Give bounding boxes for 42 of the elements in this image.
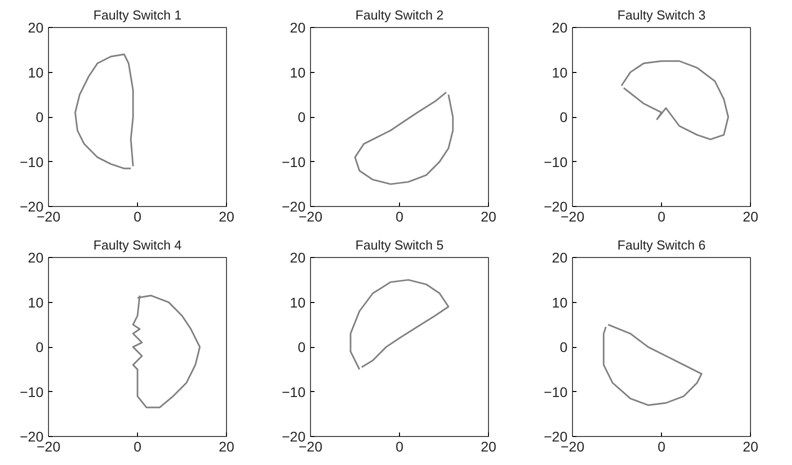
x-tick-label: 0: [134, 208, 142, 224]
x-tick-label: 20: [480, 208, 496, 224]
y-tick-label: −10: [544, 154, 568, 170]
y-tick-label: 20: [290, 250, 306, 266]
y-tick-label: 0: [36, 339, 44, 355]
y-tick-label: 20: [290, 20, 306, 36]
y-tick-label: −10: [20, 384, 44, 400]
y-tick-label: 20: [552, 250, 568, 266]
y-tick-label: 10: [290, 64, 306, 80]
chart-title: Faulty Switch 2: [355, 8, 444, 22]
y-tick-label: 20: [552, 20, 568, 36]
x-tick-label: 20: [218, 438, 234, 454]
y-tick-label: −10: [282, 384, 306, 400]
x-tick-label: 20: [742, 438, 758, 454]
y-tick-label: 10: [552, 64, 568, 80]
chart-title: Faulty Switch 5: [355, 238, 444, 252]
x-tick-label: 20: [218, 208, 234, 224]
y-tick-label: −10: [544, 384, 568, 400]
x-tick-label: 0: [658, 438, 666, 454]
y-tick-label: 10: [290, 294, 306, 310]
y-tick-label: 10: [28, 64, 44, 80]
x-tick-label: 0: [134, 438, 142, 454]
chart-title: Faulty Switch 6: [617, 238, 706, 252]
x-tick-label: 0: [396, 438, 404, 454]
y-tick-label: 10: [552, 294, 568, 310]
y-tick-label: 20: [28, 20, 44, 36]
x-tick-label: 20: [480, 438, 496, 454]
x-tick-label: 0: [658, 208, 666, 224]
y-tick-label: 20: [28, 250, 44, 266]
y-tick-label: −10: [20, 154, 44, 170]
x-tick-label: 20: [742, 208, 758, 224]
y-tick-label: 0: [560, 339, 568, 355]
y-tick-label: 0: [560, 109, 568, 125]
chart-title: Faulty Switch 3: [617, 8, 706, 22]
chart-title: Faulty Switch 1: [93, 8, 182, 22]
y-tick-label: −10: [282, 154, 306, 170]
y-tick-label: 0: [298, 339, 306, 355]
y-tick-label: 0: [298, 109, 306, 125]
chart-title: Faulty Switch 4: [93, 238, 182, 252]
y-tick-label: 0: [36, 109, 44, 125]
y-tick-label: 10: [28, 294, 44, 310]
x-tick-label: 0: [396, 208, 404, 224]
